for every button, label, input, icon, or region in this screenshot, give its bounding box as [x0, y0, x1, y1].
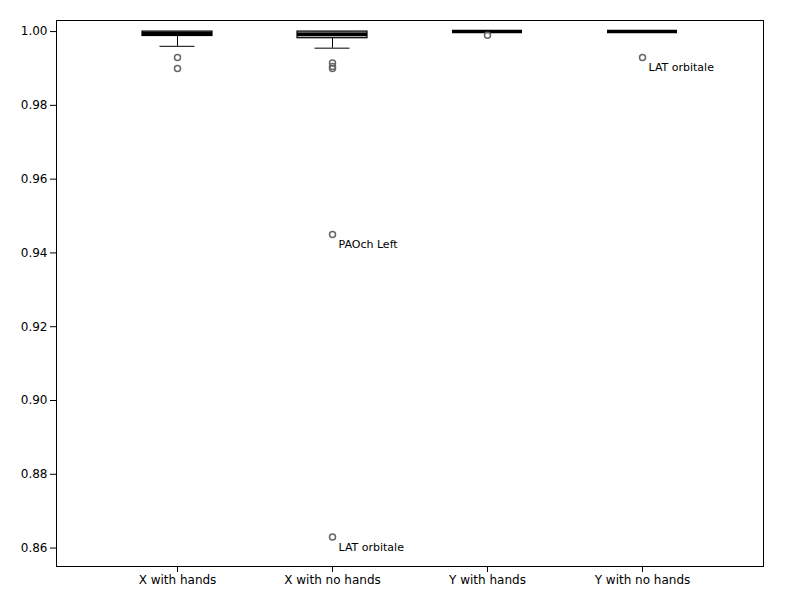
svg-text:Y with no hands: Y with no hands [594, 573, 691, 587]
svg-text:0.92: 0.92 [21, 320, 48, 334]
svg-text:0.98: 0.98 [21, 98, 48, 112]
svg-text:LAT orbitale: LAT orbitale [339, 541, 405, 554]
svg-text:PAOch Left: PAOch Left [339, 238, 399, 251]
svg-text:0.90: 0.90 [21, 393, 48, 407]
svg-text:0.94: 0.94 [21, 246, 48, 260]
svg-text:X with hands: X with hands [139, 573, 217, 587]
svg-text:0.88: 0.88 [21, 467, 48, 481]
svg-text:LAT orbitale: LAT orbitale [649, 61, 715, 74]
svg-text:X with no hands: X with no hands [284, 573, 381, 587]
svg-text:0.86: 0.86 [21, 541, 48, 555]
svg-text:Y with hands: Y with hands [448, 573, 526, 587]
svg-text:1.00: 1.00 [21, 24, 48, 38]
svg-text:0.96: 0.96 [21, 172, 48, 186]
